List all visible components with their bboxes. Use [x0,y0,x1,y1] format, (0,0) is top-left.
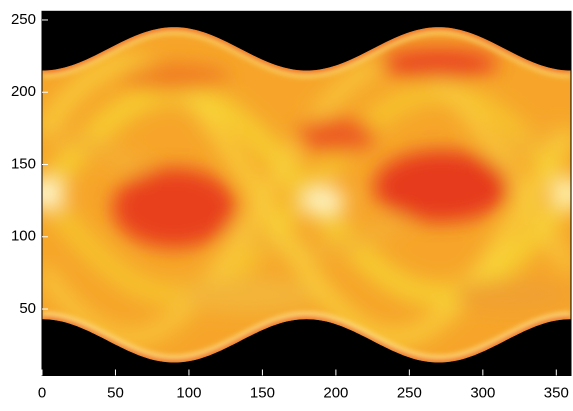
x-tick-label: 300 [470,384,495,401]
wave [42,56,571,345]
band-edge [42,312,571,361]
y-tick-label: 200 [11,83,36,100]
bright-spot [42,179,65,208]
y-tick-label: 250 [11,11,36,28]
x-tick-label: 0 [38,384,46,401]
y-tick-label: 150 [11,155,36,172]
x-tick-label: 350 [544,384,569,401]
x-tick-label: 200 [323,384,348,401]
hot-region [119,63,230,92]
hot-region [378,47,499,80]
x-tick-label: 150 [250,384,275,401]
band-blur [42,47,571,345]
warm-region [452,278,571,311]
warm-region [177,276,318,313]
hot-region [373,150,510,223]
x-tick-label: 250 [397,384,422,401]
plot-frame [41,10,572,377]
bright-spot [550,179,571,208]
hot-region [295,117,376,154]
y-tick-label: 50 [19,300,36,317]
x-tick-label: 100 [176,384,201,401]
band-texture [42,27,571,363]
sinogram [42,11,571,376]
y-tick-label: 100 [11,228,36,245]
x-tick-label: 50 [107,384,124,401]
band-edge [42,27,571,73]
axes: 0 50 100 150 200 250 300 350 50 100 150 200 250 [11,10,572,401]
wave [42,81,571,306]
bright-spot [302,188,347,213]
band-edge [42,29,571,77]
hot-region [112,167,237,248]
